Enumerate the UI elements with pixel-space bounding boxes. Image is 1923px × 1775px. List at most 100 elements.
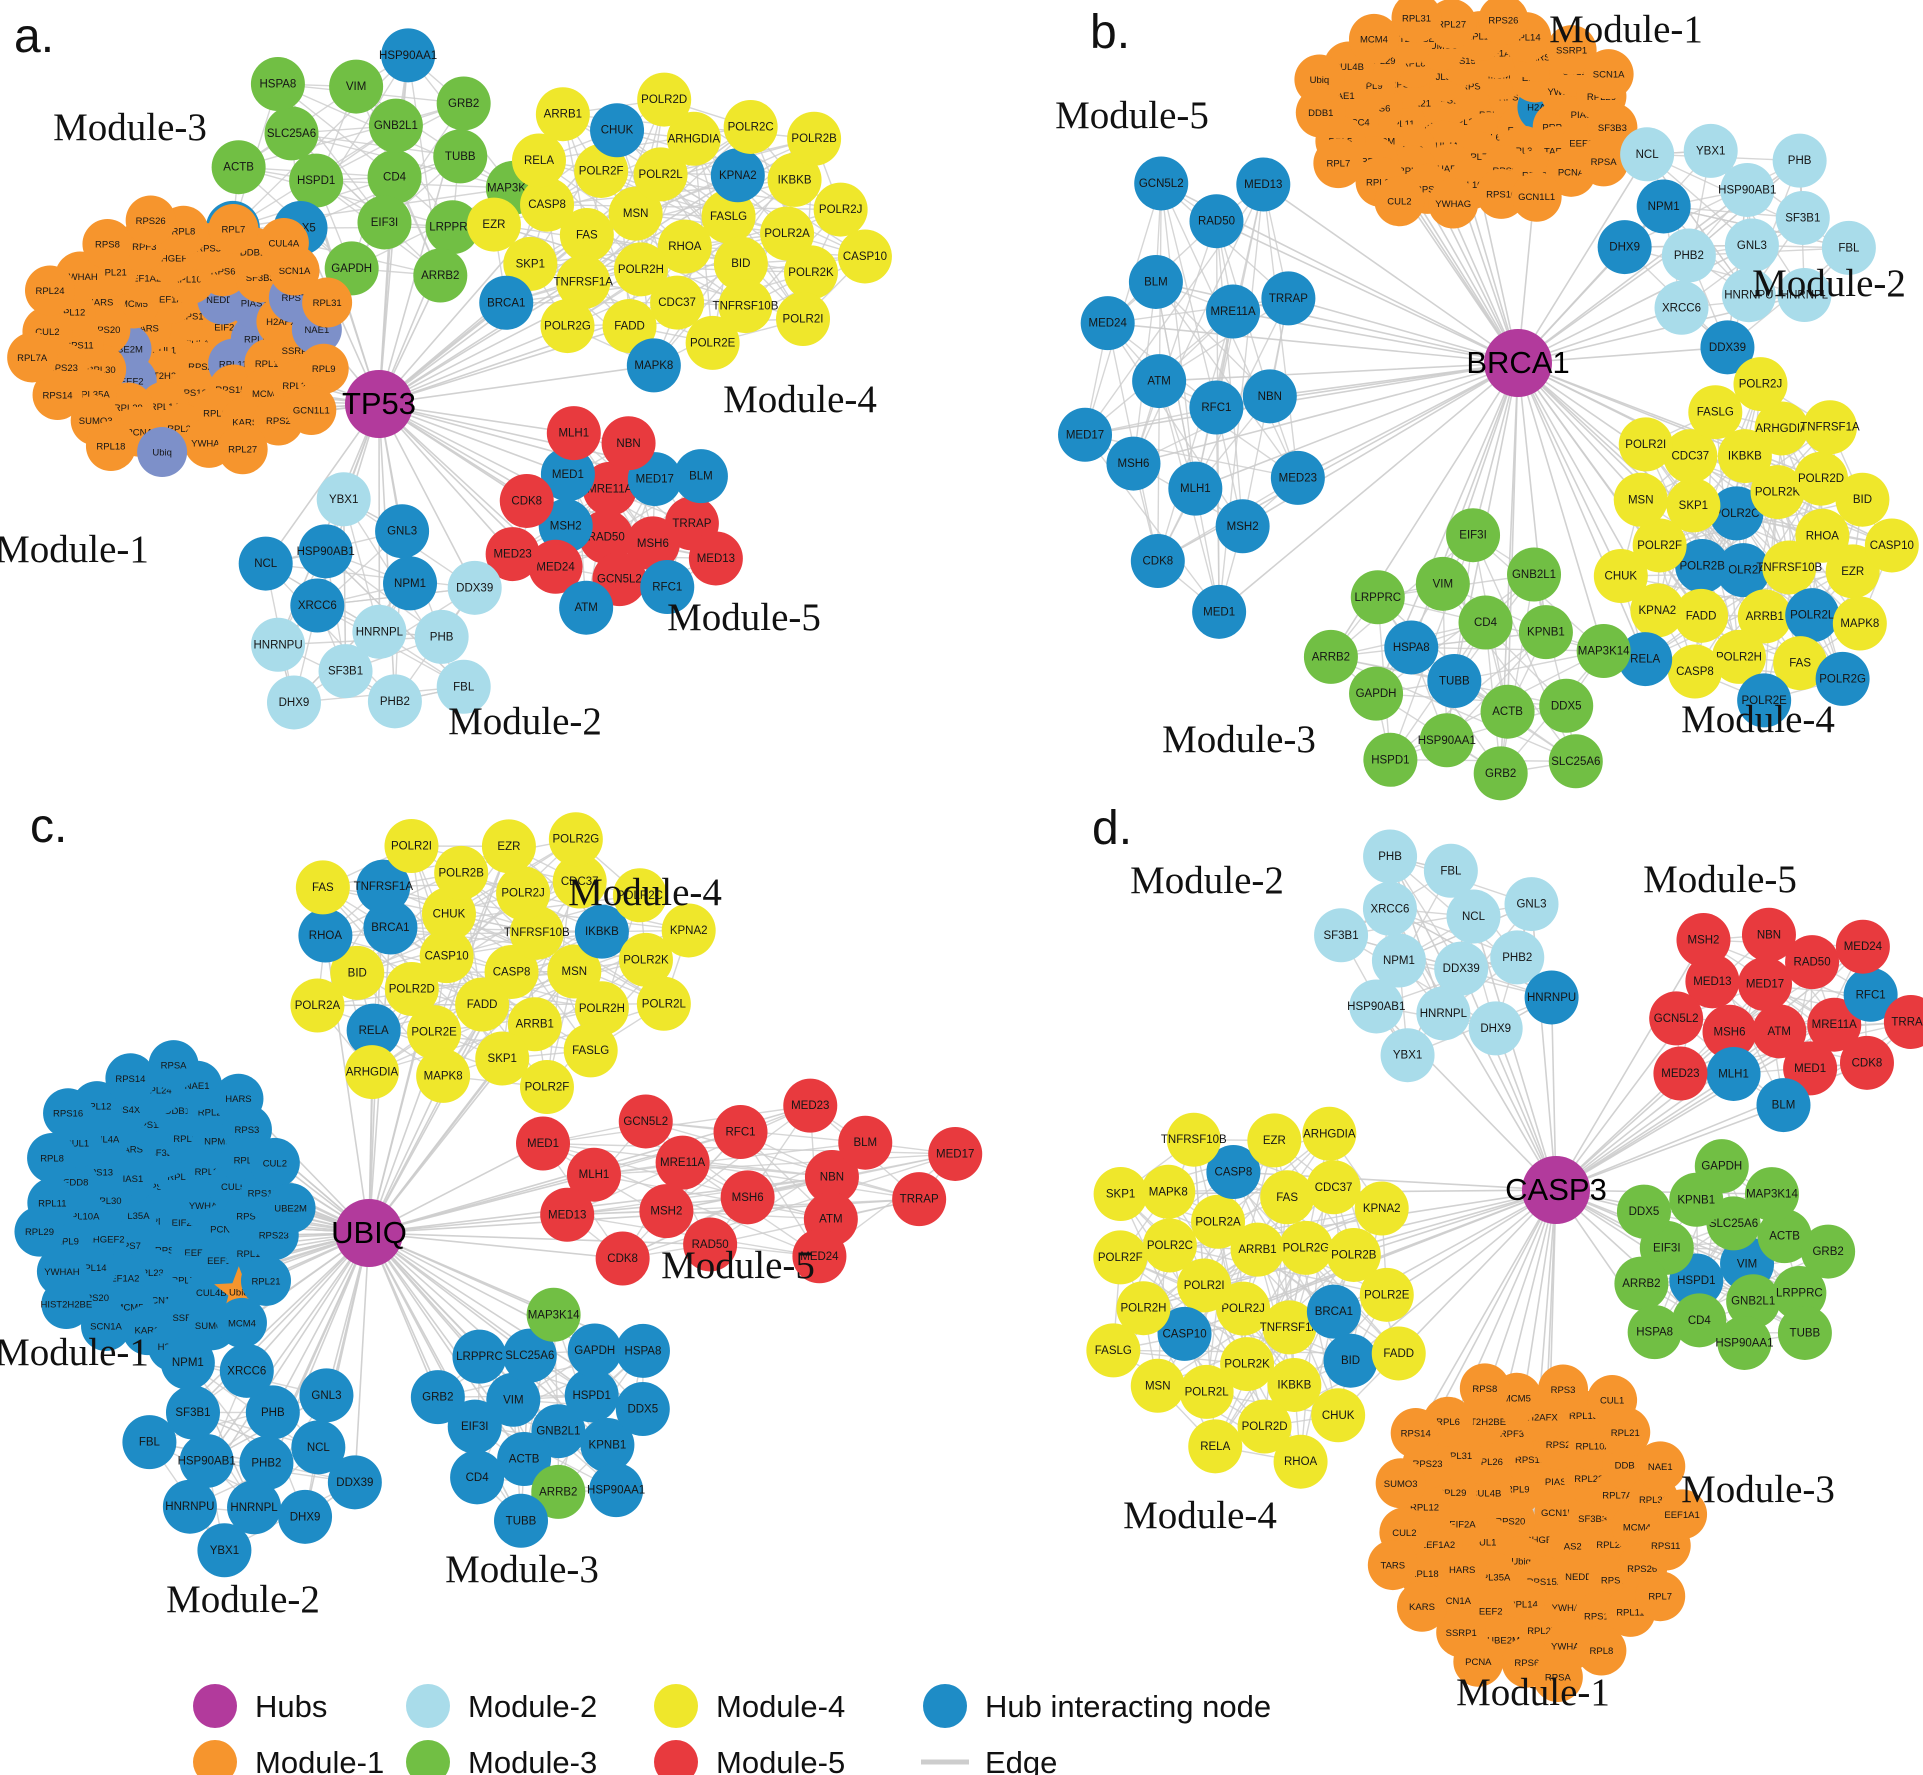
node-b-NCL[interactable]: NCL	[1620, 127, 1675, 182]
node-b-LRPPRC[interactable]: LRPPRC	[1350, 570, 1405, 625]
node-d-HSPA8[interactable]: HSPA8	[1627, 1305, 1682, 1360]
node-a-CDC37[interactable]: CDC37	[650, 275, 705, 330]
node-d-KPNA2[interactable]: KPNA2	[1354, 1181, 1409, 1236]
node-a-PHB[interactable]: PHB	[414, 609, 469, 664]
node-c-RPL8[interactable]: RPL8	[27, 1132, 78, 1183]
node-c-GNL3[interactable]: GNL3	[299, 1368, 354, 1423]
node-d-EZR[interactable]: EZR	[1247, 1113, 1302, 1168]
node-c-BLM[interactable]: BLM	[838, 1115, 893, 1170]
node-a-Ubiq[interactable]: Ubiq	[137, 427, 188, 478]
node-b-CASP8[interactable]: CASP8	[1667, 644, 1722, 699]
node-b-NPM1[interactable]: NPM1	[1636, 179, 1691, 234]
node-c-POLR2B[interactable]: POLR2B	[434, 845, 489, 900]
node-a-POLR2E[interactable]: POLR2E	[685, 315, 740, 370]
node-d-NPM1[interactable]: NPM1	[1371, 933, 1426, 988]
node-c-TUBB[interactable]: TUBB	[494, 1493, 549, 1548]
node-b-MED13[interactable]: MED13	[1236, 157, 1291, 212]
node-d-XRCC6[interactable]: XRCC6	[1362, 881, 1417, 936]
node-d-NCL[interactable]: NCL	[1446, 889, 1501, 944]
hub-CASP3[interactable]: CASP3	[1505, 1156, 1607, 1224]
node-c-HARS[interactable]: HARS	[213, 1073, 264, 1124]
node-d-HNRNPU[interactable]: HNRNPU	[1524, 970, 1579, 1025]
node-c-RPSA[interactable]: RPSA	[148, 1040, 199, 1091]
node-d-RHOA[interactable]: RHOA	[1273, 1434, 1328, 1489]
node-a-ARRB2[interactable]: ARRB2	[413, 248, 468, 303]
node-a-CASP10[interactable]: CASP10	[837, 229, 892, 284]
node-c-MED23[interactable]: MED23	[783, 1078, 838, 1133]
node-b-Ubiq[interactable]: Ubiq	[1294, 54, 1345, 105]
node-b-DDX5[interactable]: DDX5	[1539, 678, 1594, 733]
node-d-BRCA1[interactable]: BRCA1	[1306, 1284, 1361, 1339]
node-a-RPL24[interactable]: RPL24	[24, 265, 75, 316]
node-d-ARHGDIA[interactable]: ARHGDIA	[1302, 1106, 1357, 1161]
node-c-POLR2I[interactable]: POLR2I	[384, 818, 439, 873]
node-b-PHB[interactable]: PHB	[1772, 133, 1827, 188]
node-d-FAS[interactable]: FAS	[1260, 1170, 1315, 1225]
node-d-POLR2A[interactable]: POLR2A	[1191, 1194, 1246, 1249]
node-c-FADD[interactable]: FADD	[455, 977, 510, 1032]
node-c-MED13[interactable]: MED13	[540, 1187, 595, 1242]
node-c-MAP3K14[interactable]: MAP3K14	[526, 1287, 581, 1342]
node-a-NCL[interactable]: NCL	[238, 536, 293, 591]
node-c-RPS14[interactable]: RPS14	[105, 1053, 156, 1104]
node-c-EZR[interactable]: EZR	[481, 819, 536, 874]
node-a-MLH1[interactable]: MLH1	[546, 406, 601, 461]
node-b-TUBB[interactable]: TUBB	[1427, 654, 1482, 709]
node-a-ARRB1[interactable]: ARRB1	[535, 87, 590, 142]
node-b-MLH1[interactable]: MLH1	[1168, 461, 1223, 516]
node-b-TRRAP[interactable]: TRRAP	[1261, 271, 1316, 326]
node-b-GNB2L1[interactable]: GNB2L1	[1507, 547, 1562, 602]
node-b-NBN[interactable]: NBN	[1242, 369, 1297, 424]
node-a-GNL3[interactable]: GNL3	[375, 504, 430, 559]
node-b-SCN1A[interactable]: SCN1A	[1583, 49, 1634, 100]
node-b-CHUK[interactable]: CHUK	[1593, 548, 1648, 603]
node-d-DHX9[interactable]: DHX9	[1468, 1001, 1523, 1056]
node-d-GAPDH[interactable]: GAPDH	[1694, 1139, 1749, 1194]
node-a-GCN1L1[interactable]: GCN1L1	[286, 384, 337, 435]
node-b-ARRB2[interactable]: ARRB2	[1303, 629, 1358, 684]
node-d-RPS14[interactable]: RPS14	[1390, 1408, 1441, 1459]
node-c-DHX9[interactable]: DHX9	[278, 1489, 333, 1544]
node-c-POLR2J[interactable]: POLR2J	[496, 866, 551, 921]
node-b-RFC1[interactable]: RFC1	[1189, 380, 1244, 435]
node-c-RPS16[interactable]: RPS16	[43, 1088, 94, 1139]
node-a-NBN[interactable]: NBN	[601, 416, 656, 471]
node-d-MSN[interactable]: MSN	[1130, 1358, 1185, 1413]
node-a-PHB2[interactable]: PHB2	[367, 674, 422, 729]
node-b-VIM[interactable]: VIM	[1415, 556, 1470, 611]
node-b-RAD50[interactable]: RAD50	[1189, 194, 1244, 249]
node-b-XRCC6[interactable]: XRCC6	[1654, 280, 1709, 335]
node-b-MED1[interactable]: MED1	[1192, 584, 1247, 639]
node-d-CDK8[interactable]: CDK8	[1839, 1035, 1894, 1090]
node-b-MRE11A[interactable]: MRE11A	[1206, 284, 1261, 339]
node-c-POLR2A[interactable]: POLR2A	[290, 978, 345, 1033]
node-b-MCM4[interactable]: MCM4	[1348, 13, 1399, 64]
node-d-MAP3K14[interactable]: MAP3K14	[1744, 1167, 1799, 1222]
node-c-NPM1[interactable]: NPM1	[160, 1335, 215, 1390]
node-a-RPL27[interactable]: RPL27	[217, 424, 268, 475]
node-b-MSH2[interactable]: MSH2	[1215, 499, 1270, 554]
node-c-RHOA[interactable]: RHOA	[298, 908, 353, 963]
node-c-MAPK8[interactable]: MAPK8	[416, 1048, 471, 1103]
node-b-POLR2I[interactable]: POLR2I	[1618, 417, 1673, 472]
node-a-MED13[interactable]: MED13	[688, 531, 743, 586]
node-a-CHUK[interactable]: CHUK	[590, 103, 645, 158]
node-a-RELA[interactable]: RELA	[511, 133, 566, 188]
node-b-DHX9[interactable]: DHX9	[1597, 220, 1652, 275]
node-a-EIF3I[interactable]: EIF3I	[357, 195, 412, 250]
node-c-GRB2[interactable]: GRB2	[410, 1370, 465, 1425]
node-c-RFC1[interactable]: RFC1	[713, 1105, 768, 1160]
node-d-POLR2F[interactable]: POLR2F	[1093, 1230, 1148, 1285]
node-d-BID[interactable]: BID	[1323, 1333, 1378, 1388]
node-d-RPL8[interactable]: RPL8	[1576, 1625, 1627, 1676]
node-c-MED1[interactable]: MED1	[516, 1116, 571, 1171]
node-c-MRE11A[interactable]: MRE11A	[655, 1135, 710, 1190]
node-b-TNFRSF1A[interactable]: TNFRSF1A	[1800, 400, 1860, 455]
node-a-BRCA1[interactable]: BRCA1	[479, 275, 534, 330]
node-c-FAS[interactable]: FAS	[295, 860, 350, 915]
node-b-CD4[interactable]: CD4	[1458, 595, 1513, 650]
node-a-HSPD1[interactable]: HSPD1	[289, 153, 344, 208]
node-c-POLR2G[interactable]: POLR2G	[548, 812, 603, 867]
node-a-YBX1[interactable]: YBX1	[316, 472, 371, 527]
node-a-SLC25A6[interactable]: SLC25A6	[264, 106, 319, 161]
